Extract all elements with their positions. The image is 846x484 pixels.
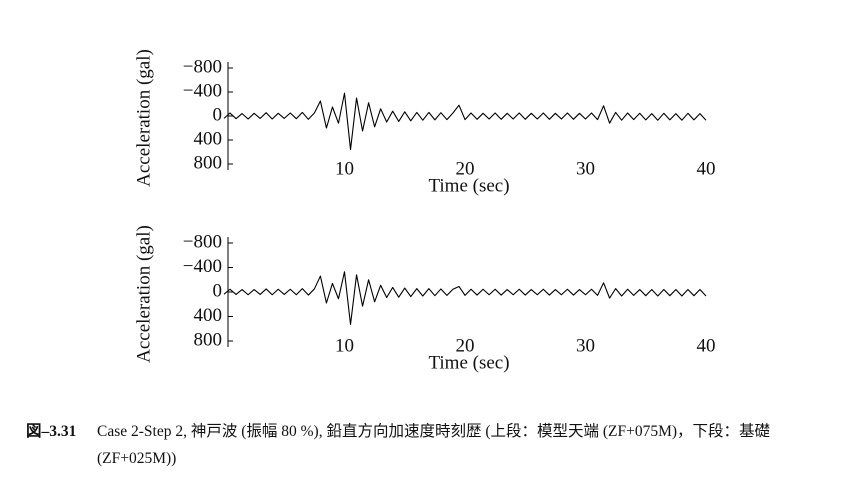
y-tick-label: −800 [183, 56, 222, 77]
y-tick-label: 400 [194, 305, 223, 326]
x-tick-label: 30 [576, 335, 595, 356]
x-tick-label: 10 [335, 335, 354, 356]
signal-line [223, 271, 707, 326]
signal-line [223, 92, 707, 151]
caption-label: 図–3.31 [26, 423, 77, 440]
x-tick-label: 10 [335, 158, 354, 179]
y-axis-label: Acceleration (gal) [133, 225, 154, 363]
y-tick-label: 0 [213, 104, 223, 125]
x-tick-label: 40 [697, 158, 716, 179]
y-tick-label: 400 [194, 128, 223, 149]
y-tick-label: −800 [183, 231, 222, 252]
y-tick-label: 0 [213, 280, 223, 301]
x-axis-label: Time (sec) [428, 175, 509, 196]
x-axis-label: Time (sec) [428, 352, 509, 373]
y-tick-label: 800 [194, 329, 223, 350]
x-tick-label: 40 [697, 335, 716, 356]
y-tick-label: −400 [183, 80, 222, 101]
caption-text: Case 2-Step 2, 神戸波 (振幅 80 %), 鉛直方向加速度時刻歴… [97, 423, 771, 467]
y-tick-label: −400 [183, 256, 222, 277]
x-tick-label: 20 [456, 335, 475, 356]
y-tick-label: 800 [194, 152, 223, 173]
x-tick-label: 30 [576, 158, 595, 179]
y-axis-label: Acceleration (gal) [133, 49, 154, 187]
caption: 図–3.31 Case 2-Step 2, 神戸波 (振幅 80 %), 鉛直方向… [26, 418, 826, 472]
x-tick-label: 20 [456, 158, 475, 179]
